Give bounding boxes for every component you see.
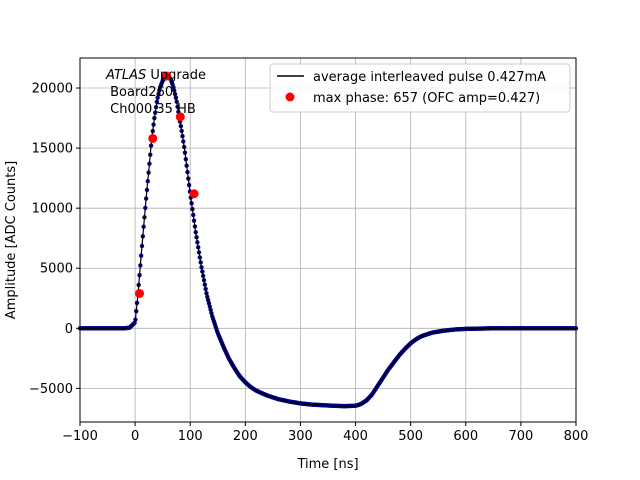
max-phase-marker (175, 112, 185, 122)
ticks: −100 0 100 200 300 400 500 600 700 800 −5000 0 5000 1… (29, 82, 588, 444)
x-tick-label: 0 (131, 429, 139, 444)
y-tick-label: −5000 (29, 382, 73, 397)
x-axis-label: Time [ns] (296, 457, 358, 472)
x-tick-label: 500 (398, 429, 423, 444)
atlas-annotation: ATLAS Upgrade Board260 Ch000 35 HB (105, 68, 206, 117)
x-tick-label: 200 (233, 429, 258, 444)
max-phase-marker (148, 133, 158, 143)
legend-box (269, 63, 571, 113)
x-tick-label: 600 (453, 429, 478, 444)
series-interleaved-points (77, 74, 579, 409)
annotation-line-2: Board260 (106, 85, 173, 100)
y-axis-label: Amplitude [ADC Counts] (4, 161, 19, 319)
plot-background (80, 58, 576, 422)
x-tick-label: −100 (62, 429, 98, 444)
plot-frame (79, 57, 577, 423)
x-tick-label: 300 (288, 429, 313, 444)
data-layer (77, 71, 579, 409)
x-tick-label: 800 (564, 429, 589, 444)
x-tick-label: 400 (343, 429, 368, 444)
annotation-upgrade: Upgrade (146, 68, 206, 83)
max-phase-marker (135, 288, 145, 298)
y-tick-label: 20000 (32, 82, 73, 97)
series-average-pulse-line (80, 75, 576, 407)
x-tick-label: 100 (178, 429, 203, 444)
legend-label-max-phase: max phase: 657 (OFC amp=0.427) (313, 91, 540, 106)
y-tick-label: 0 (65, 322, 73, 337)
y-tick-label: 5000 (40, 262, 73, 277)
annotation-line-1: ATLAS Upgrade (105, 68, 206, 83)
annotation-atlas: ATLAS (105, 68, 146, 83)
y-tick-label: 10000 (32, 202, 73, 217)
max-phase-marker (189, 189, 199, 199)
legend: average interleaved pulse 0.427mA max ph… (269, 63, 571, 113)
y-tick-label: 15000 (32, 142, 73, 157)
legend-label-pulse: average interleaved pulse 0.427mA (313, 70, 546, 85)
max-phase-marker (162, 71, 172, 81)
legend-marker-swatch (285, 92, 295, 102)
annotation-line-3: Ch000 35 HB (106, 102, 196, 117)
x-tick-label: 700 (508, 429, 533, 444)
